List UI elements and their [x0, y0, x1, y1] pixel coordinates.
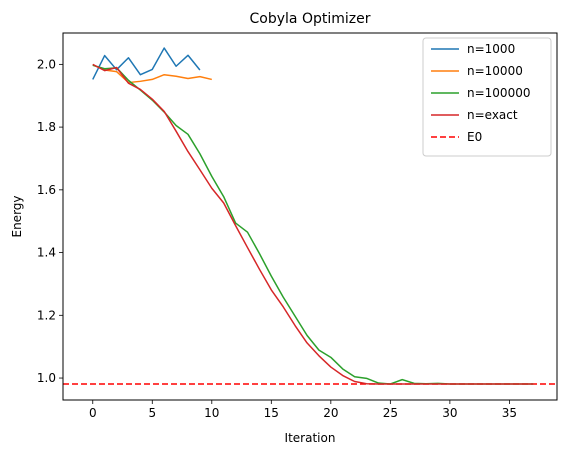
y-axis: 1.0 1.2 1.4 1.6 1.8 2.0 — [37, 57, 63, 385]
plot-area — [63, 47, 557, 385]
legend: n=1000 n=10000 n=100000 n=exact E0 — [422, 37, 552, 157]
x-axis-label: Iteration — [285, 431, 336, 445]
legend-label: n=1000 — [467, 42, 515, 56]
series-line-n-1000 — [92, 47, 201, 80]
x-tick-label: 10 — [204, 406, 219, 420]
chart-title: Cobyla Optimizer — [250, 11, 371, 27]
y-tick-label: 1.6 — [37, 183, 56, 197]
series-line-n-10000 — [92, 63, 212, 84]
legend-box — [422, 37, 552, 157]
y-axis-label: Energy — [10, 195, 24, 237]
y-tick-label: 1.8 — [37, 120, 56, 134]
legend-label: n=exact — [467, 108, 518, 122]
y-tick-label: 1.0 — [37, 371, 56, 385]
y-tick-label: 1.2 — [37, 308, 56, 322]
y-tick-label: 2.0 — [37, 57, 56, 71]
x-tick-label: 30 — [442, 406, 457, 420]
y-tick-label: 1.4 — [37, 246, 56, 260]
plot-frame — [62, 32, 558, 401]
legend-label: n=100000 — [467, 86, 530, 100]
legend-label: n=10000 — [467, 64, 523, 78]
x-axis: 0 5 10 15 20 25 30 35 — [89, 400, 517, 420]
legend-label: E0 — [467, 130, 482, 144]
x-tick-label: 5 — [148, 406, 156, 420]
x-tick-label: 20 — [323, 406, 338, 420]
x-tick-label: 25 — [383, 406, 398, 420]
series-line-n-exact — [92, 63, 534, 385]
x-tick-label: 15 — [264, 406, 279, 420]
x-tick-label: 35 — [502, 406, 517, 420]
x-tick-label: 0 — [89, 406, 97, 420]
